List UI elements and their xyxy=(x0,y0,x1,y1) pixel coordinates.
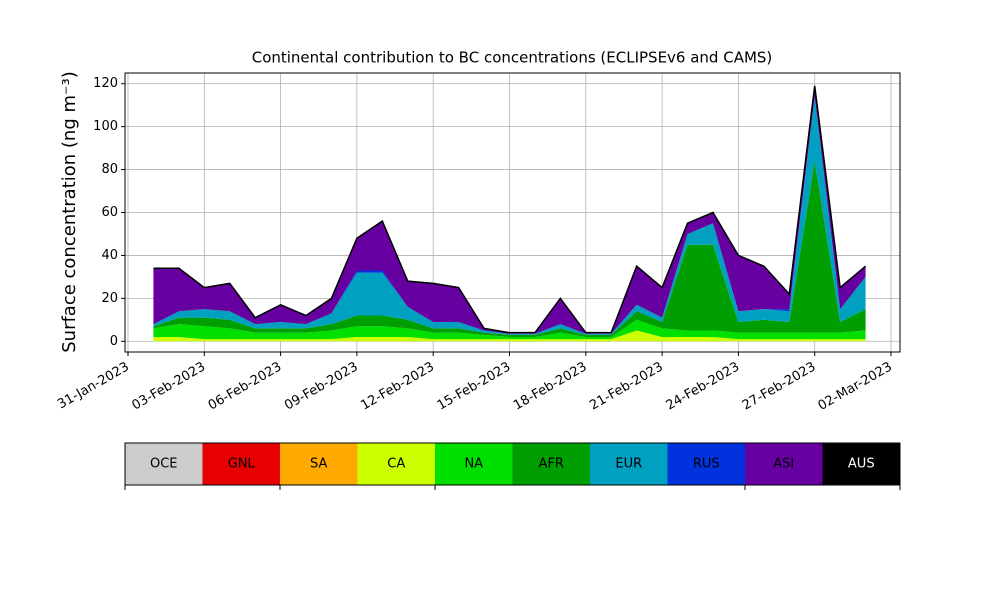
x-tick-label: 31-Jan-2023 xyxy=(55,360,132,413)
legend-swatch xyxy=(125,443,203,485)
legend-label: AFR xyxy=(539,457,564,472)
y-tick-label: 0 xyxy=(110,334,118,349)
legend-label: RUS xyxy=(693,457,720,472)
area xyxy=(153,319,866,340)
x-tick-label: 09-Feb-2023 xyxy=(282,360,361,414)
legend-label: ASI xyxy=(773,457,794,472)
y-tick-label: 40 xyxy=(101,248,118,263)
legend-swatch xyxy=(357,443,435,485)
x-tick-label: 27-Feb-2023 xyxy=(740,360,819,414)
legend-label: CA xyxy=(387,457,405,472)
legend-swatch xyxy=(590,443,668,485)
legend-swatch xyxy=(667,443,745,485)
y-tick-label: 100 xyxy=(93,119,118,134)
legend-swatch xyxy=(280,443,358,485)
plot-frame xyxy=(124,72,901,353)
x-tick-label: 21-Feb-2023 xyxy=(587,360,666,414)
x-tick-label: 03-Feb-2023 xyxy=(130,360,209,414)
legend-frame xyxy=(124,442,901,486)
legend-label: EUR xyxy=(615,457,642,472)
y-tick-label: 120 xyxy=(93,76,118,91)
legend-swatch xyxy=(822,443,900,485)
area xyxy=(153,96,866,335)
legend-label: OCE xyxy=(150,457,178,472)
x-tick-label: 06-Feb-2023 xyxy=(206,360,285,414)
legend-label: SA xyxy=(310,457,327,472)
y-tick-label: 60 xyxy=(101,205,118,220)
y-tick-label: 80 xyxy=(101,162,118,177)
chart-title: Continental contribution to BC concentra… xyxy=(252,49,773,67)
legend-swatch xyxy=(745,443,823,485)
legend-swatch xyxy=(512,443,590,485)
x-tick-label: 12-Feb-2023 xyxy=(358,360,437,414)
legend-label: NA xyxy=(464,457,483,472)
y-tick-label: 20 xyxy=(101,291,118,306)
area xyxy=(153,160,866,337)
x-tick-label: 24-Feb-2023 xyxy=(664,360,743,414)
x-tick-label: 15-Feb-2023 xyxy=(435,360,514,414)
legend-swatch xyxy=(202,443,280,485)
x-tick-label: 02-Mar-2023 xyxy=(816,360,895,414)
legend-label: AUS xyxy=(848,457,875,472)
legend-swatch xyxy=(435,443,513,485)
area xyxy=(153,330,866,342)
legend-label: GNL xyxy=(228,457,256,472)
x-tick-label: 18-Feb-2023 xyxy=(511,360,590,414)
area xyxy=(153,85,866,334)
y-axis-label: Surface concentration (ng m⁻³) xyxy=(59,71,80,353)
